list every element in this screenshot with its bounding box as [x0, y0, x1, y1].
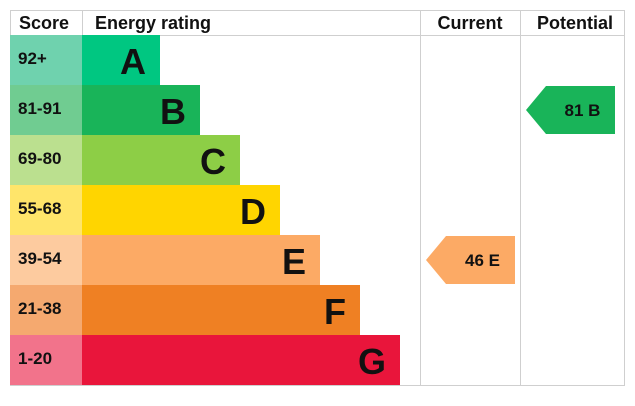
score-label-a: 92+ [18, 49, 47, 68]
current-rating-label: 46 E [465, 251, 500, 270]
band-bar-a [82, 35, 160, 85]
header-current: Current [437, 13, 502, 33]
score-cell-g [10, 335, 82, 385]
band-bar-c [82, 135, 240, 185]
band-letter-f: F [324, 291, 346, 332]
score-label-e: 39-54 [18, 249, 62, 268]
header-energy-rating: Energy rating [95, 13, 211, 33]
rating-bands: 92+ A 81-91 B 69-80 C 55-68 D 39-54 E 21-38 F 1-20 G [10, 35, 400, 385]
score-label-g: 1-20 [18, 349, 52, 368]
header-score: Score [19, 13, 69, 33]
band-letter-d: D [240, 191, 266, 232]
score-cell-a [10, 35, 82, 85]
header-potential: Potential [537, 13, 613, 33]
band-letter-g: G [358, 341, 386, 382]
band-letter-b: B [160, 91, 186, 132]
current-rating-arrow [426, 236, 515, 284]
score-cell-b [10, 85, 82, 135]
band-letter-e: E [282, 241, 306, 282]
score-cell-f [10, 285, 82, 335]
rating-markers: 46 E 81 B [426, 86, 615, 284]
score-cell-e [10, 235, 82, 285]
score-label-f: 21-38 [18, 299, 61, 318]
band-bar-g [82, 335, 400, 385]
band-letter-a: A [120, 41, 146, 82]
band-bar-b [82, 85, 200, 135]
score-label-d: 55-68 [18, 199, 61, 218]
score-cell-d [10, 185, 82, 235]
band-bar-f [82, 285, 360, 335]
score-label-c: 69-80 [18, 149, 61, 168]
potential-rating-label: 81 B [565, 101, 601, 120]
band-bar-e [82, 235, 320, 285]
potential-rating-arrow [526, 86, 615, 134]
score-label-b: 81-91 [18, 99, 61, 118]
score-cell-c [10, 135, 82, 185]
band-letter-c: C [200, 141, 226, 182]
band-bar-d [82, 185, 280, 235]
